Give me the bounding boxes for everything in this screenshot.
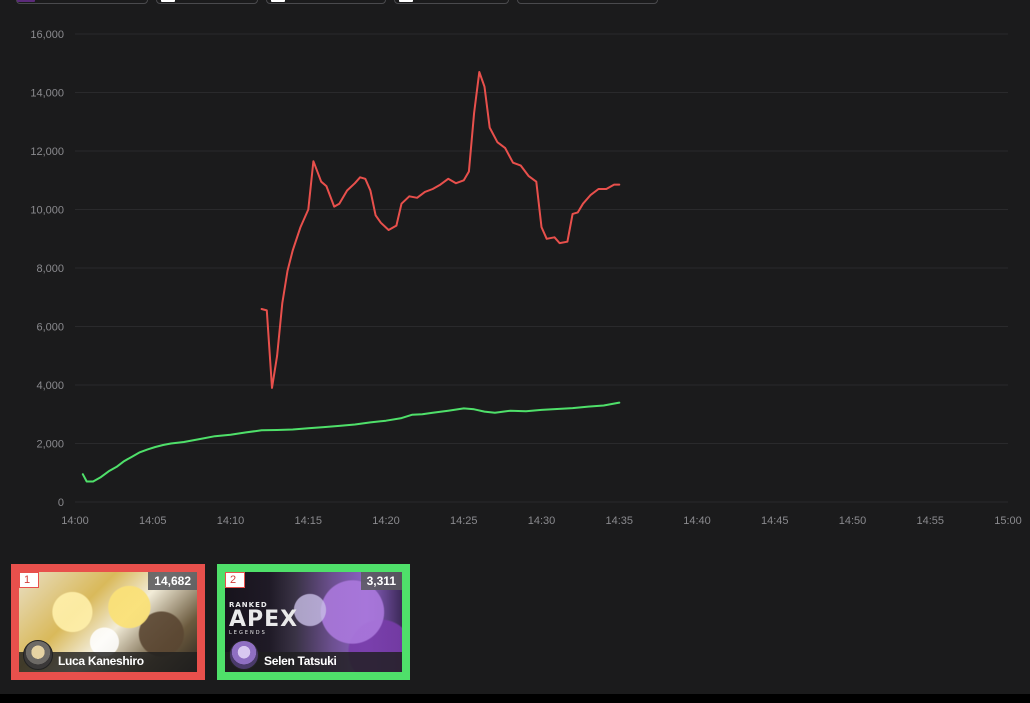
chart-series	[81, 71, 621, 483]
chip-color-swatch	[17, 0, 35, 2]
y-tick-label: 16,000	[30, 29, 64, 41]
y-tick-label: 14,000	[30, 88, 64, 100]
viewer-count-badge: 14,682	[148, 572, 197, 590]
x-tick-label: 14:25	[450, 515, 478, 527]
streamer-name: Luca Kaneshiro	[58, 654, 144, 668]
y-tick-label: 2,000	[36, 439, 64, 451]
x-tick-label: 14:20	[372, 515, 400, 527]
y-tick-label: 0	[58, 497, 64, 509]
streamer-name: Selen Tatsuki	[264, 654, 337, 668]
name-bar	[19, 652, 197, 672]
logo-main-text: APEX	[229, 607, 299, 632]
name-bar	[225, 652, 402, 672]
rank-badge: 2	[225, 572, 245, 588]
stream-card-2[interactable]: RANKED APEX LEGENDS 2 3,311 Selen Tatsuk…	[217, 564, 410, 680]
stream-card-1[interactable]: 1 14,682 Luca Kaneshiro	[11, 564, 205, 680]
x-tick-label: 14:45	[761, 515, 789, 527]
logo-bottom-text: LEGENDS	[229, 630, 267, 636]
stream-thumbnail: RANKED APEX LEGENDS 2 3,311 Selen Tatsuk…	[225, 572, 402, 672]
logo-top-text: RANKED	[229, 601, 268, 609]
chip-color-swatch	[399, 0, 413, 2]
y-tick-label: 6,000	[36, 322, 64, 334]
chart-grid	[75, 33, 1008, 503]
y-tick-label: 12,000	[30, 146, 64, 158]
thumbnail-logo-text: RANKED APEX LEGENDS	[229, 602, 298, 636]
viewer-count-chart: 0 2,000 4,000 6,000 8,000 10,000 12,000 14,000 1…	[30, 29, 1022, 527]
stream-thumbnail: 1 14,682 Luca Kaneshiro	[19, 572, 197, 672]
x-tick-label: 14:35	[605, 515, 633, 527]
x-tick-label: 14:30	[528, 515, 556, 527]
viewer-count-badge: 3,311	[360, 572, 402, 590]
x-tick-label: 14:00	[61, 515, 89, 527]
x-tick-label: 14:10	[217, 515, 245, 527]
y-axis: 0 2,000 4,000 6,000 8,000 10,000 12,000 14,000 1…	[30, 29, 64, 509]
x-tick-label: 14:40	[683, 515, 711, 527]
rank-badge: 1	[19, 572, 39, 588]
y-tick-label: 8,000	[36, 263, 64, 275]
y-tick-label: 10,000	[30, 205, 64, 217]
x-tick-label: 14:15	[294, 515, 322, 527]
chip-color-swatch	[161, 0, 175, 2]
x-axis: 14:00 14:05 14:10 14:15 14:20 14:25 14:30 14:35…	[61, 515, 1022, 527]
x-tick-label: 15:00	[994, 515, 1022, 527]
series-line-1	[260, 71, 621, 389]
x-tick-label: 14:55	[916, 515, 944, 527]
avatar	[23, 640, 53, 670]
series-line-2	[81, 401, 621, 483]
chip-color-swatch	[271, 0, 285, 2]
y-tick-label: 4,000	[36, 380, 64, 392]
x-tick-label: 14:05	[139, 515, 167, 527]
x-tick-label: 14:50	[839, 515, 867, 527]
avatar	[229, 640, 259, 670]
